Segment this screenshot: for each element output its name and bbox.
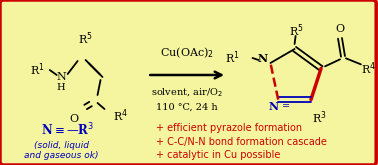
Text: R$^1$: R$^1$ (225, 50, 240, 66)
Text: N$\equiv$—R$^3$: N$\equiv$—R$^3$ (41, 122, 94, 138)
Text: Cu(OAc)$_2$: Cu(OAc)$_2$ (160, 46, 214, 60)
Text: O: O (69, 114, 78, 124)
Text: N: N (268, 101, 278, 112)
Text: =: = (282, 102, 290, 111)
Text: R$^3$: R$^3$ (311, 109, 326, 126)
Text: R$^4$: R$^4$ (113, 108, 128, 124)
Text: R$^4$: R$^4$ (361, 60, 376, 77)
Text: R$^1$: R$^1$ (31, 62, 45, 78)
Text: R$^5$: R$^5$ (289, 23, 304, 39)
Text: solvent, air/O$_2$: solvent, air/O$_2$ (151, 87, 223, 99)
Text: + catalytic in Cu possible: + catalytic in Cu possible (156, 150, 280, 160)
Text: H: H (56, 82, 65, 92)
Text: O: O (335, 24, 345, 34)
Text: + C-C/N-N bond formation cascade: + C-C/N-N bond formation cascade (156, 137, 327, 147)
Text: (solid, liquid: (solid, liquid (34, 141, 89, 149)
Text: + efficient pyrazole formation: + efficient pyrazole formation (156, 123, 302, 133)
Text: and gaseous ok): and gaseous ok) (25, 150, 99, 160)
Text: 110 °C, 24 h: 110 °C, 24 h (156, 102, 218, 112)
Text: N: N (257, 53, 268, 65)
Text: N: N (57, 72, 67, 82)
Text: R$^5$: R$^5$ (78, 31, 93, 47)
